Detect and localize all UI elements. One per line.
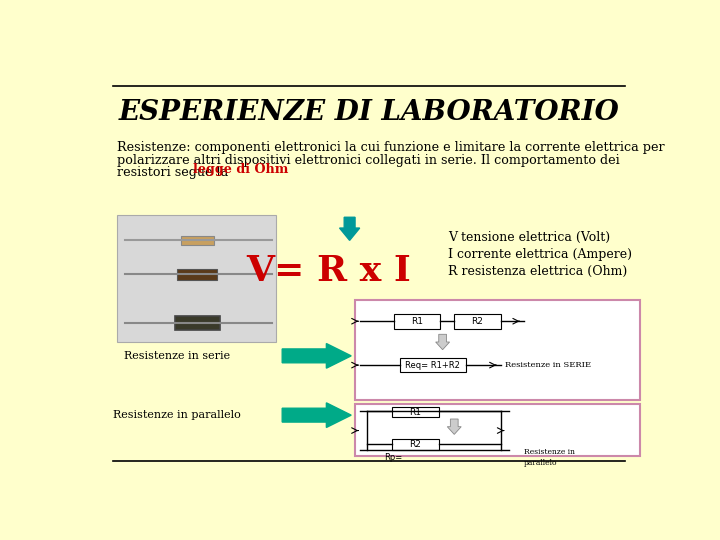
Text: ESPERIENZE DI LABORATORIO: ESPERIENZE DI LABORATORIO — [119, 99, 619, 126]
Text: Resistenze in serie: Resistenze in serie — [124, 351, 230, 361]
Polygon shape — [447, 419, 462, 434]
FancyBboxPatch shape — [454, 314, 500, 329]
FancyBboxPatch shape — [400, 358, 466, 372]
Text: Req= R1+R2: Req= R1+R2 — [405, 361, 460, 369]
Text: polarizzare altri dispositivi elettronici collegati in serie. Il comportamento d: polarizzare altri dispositivi elettronic… — [117, 154, 620, 167]
Text: R2: R2 — [410, 440, 421, 449]
FancyBboxPatch shape — [175, 316, 220, 330]
Text: resistori segue la: resistori segue la — [117, 166, 233, 179]
Text: Rp=: Rp= — [384, 453, 402, 462]
FancyBboxPatch shape — [177, 269, 217, 280]
Polygon shape — [436, 334, 449, 350]
FancyBboxPatch shape — [117, 215, 276, 342]
Text: Resistenze in SERIE: Resistenze in SERIE — [505, 361, 590, 369]
Text: R2: R2 — [472, 316, 483, 326]
FancyBboxPatch shape — [392, 407, 438, 417]
Text: V= R x I: V= R x I — [246, 254, 411, 288]
Text: Resistenze: componenti elettronici la cui funzione e limitare la corrente elettr: Resistenze: componenti elettronici la cu… — [117, 141, 665, 154]
Text: R resistenza elettrica (Ohm): R resistenza elettrica (Ohm) — [448, 265, 627, 278]
Text: I corrente elettrica (Ampere): I corrente elettrica (Ampere) — [448, 248, 632, 261]
Text: V tensione elettrica (Volt): V tensione elettrica (Volt) — [448, 231, 610, 244]
Text: R1: R1 — [411, 316, 423, 326]
Polygon shape — [282, 403, 351, 428]
FancyBboxPatch shape — [355, 300, 640, 400]
FancyBboxPatch shape — [181, 236, 214, 245]
Polygon shape — [340, 217, 360, 240]
Text: legge di Ohm: legge di Ohm — [194, 163, 289, 176]
FancyBboxPatch shape — [392, 439, 438, 450]
FancyBboxPatch shape — [355, 403, 640, 456]
Polygon shape — [282, 343, 351, 368]
Text: Resistenze in parallelo: Resistenze in parallelo — [113, 410, 240, 420]
Text: R1: R1 — [410, 408, 421, 416]
FancyBboxPatch shape — [394, 314, 441, 329]
Text: Resistenze in
parallelo: Resistenze in parallelo — [524, 448, 575, 467]
